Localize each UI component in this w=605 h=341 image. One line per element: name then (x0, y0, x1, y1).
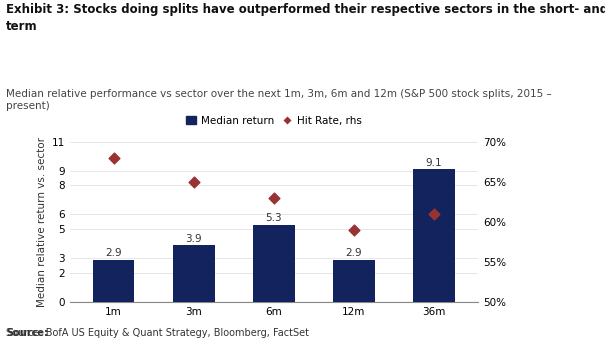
Text: 2.9: 2.9 (105, 248, 122, 258)
Legend: Median return, Hit Rate, rhs: Median return, Hit Rate, rhs (182, 112, 366, 130)
Bar (333, 260, 374, 302)
Point (109, 155, 119, 160)
Bar (253, 225, 295, 302)
Bar (413, 169, 455, 302)
Text: Median relative performance vs sector over the next 1m, 3m, 6m and 12m (S&P 500 : Median relative performance vs sector ov… (6, 89, 552, 111)
Text: Source: BofA US Equity & Quant Strategy, Bloomberg, FactSet: Source: BofA US Equity & Quant Strategy,… (6, 328, 309, 338)
Bar (93, 260, 134, 302)
Text: Source:: Source: (6, 328, 48, 338)
Text: Exhibit 3: Stocks doing splits have outperformed their respective sectors in the: Exhibit 3: Stocks doing splits have outp… (6, 3, 605, 33)
Bar (173, 245, 215, 302)
Point (189, 179, 198, 184)
Y-axis label: Median relative return vs. sector: Median relative return vs. sector (38, 137, 47, 307)
Text: 9.1: 9.1 (425, 158, 442, 168)
Point (269, 195, 279, 201)
Text: 5.3: 5.3 (266, 213, 282, 223)
Point (429, 211, 439, 217)
Point (349, 227, 359, 233)
Text: 2.9: 2.9 (345, 248, 362, 258)
Text: 3.9: 3.9 (185, 234, 202, 243)
